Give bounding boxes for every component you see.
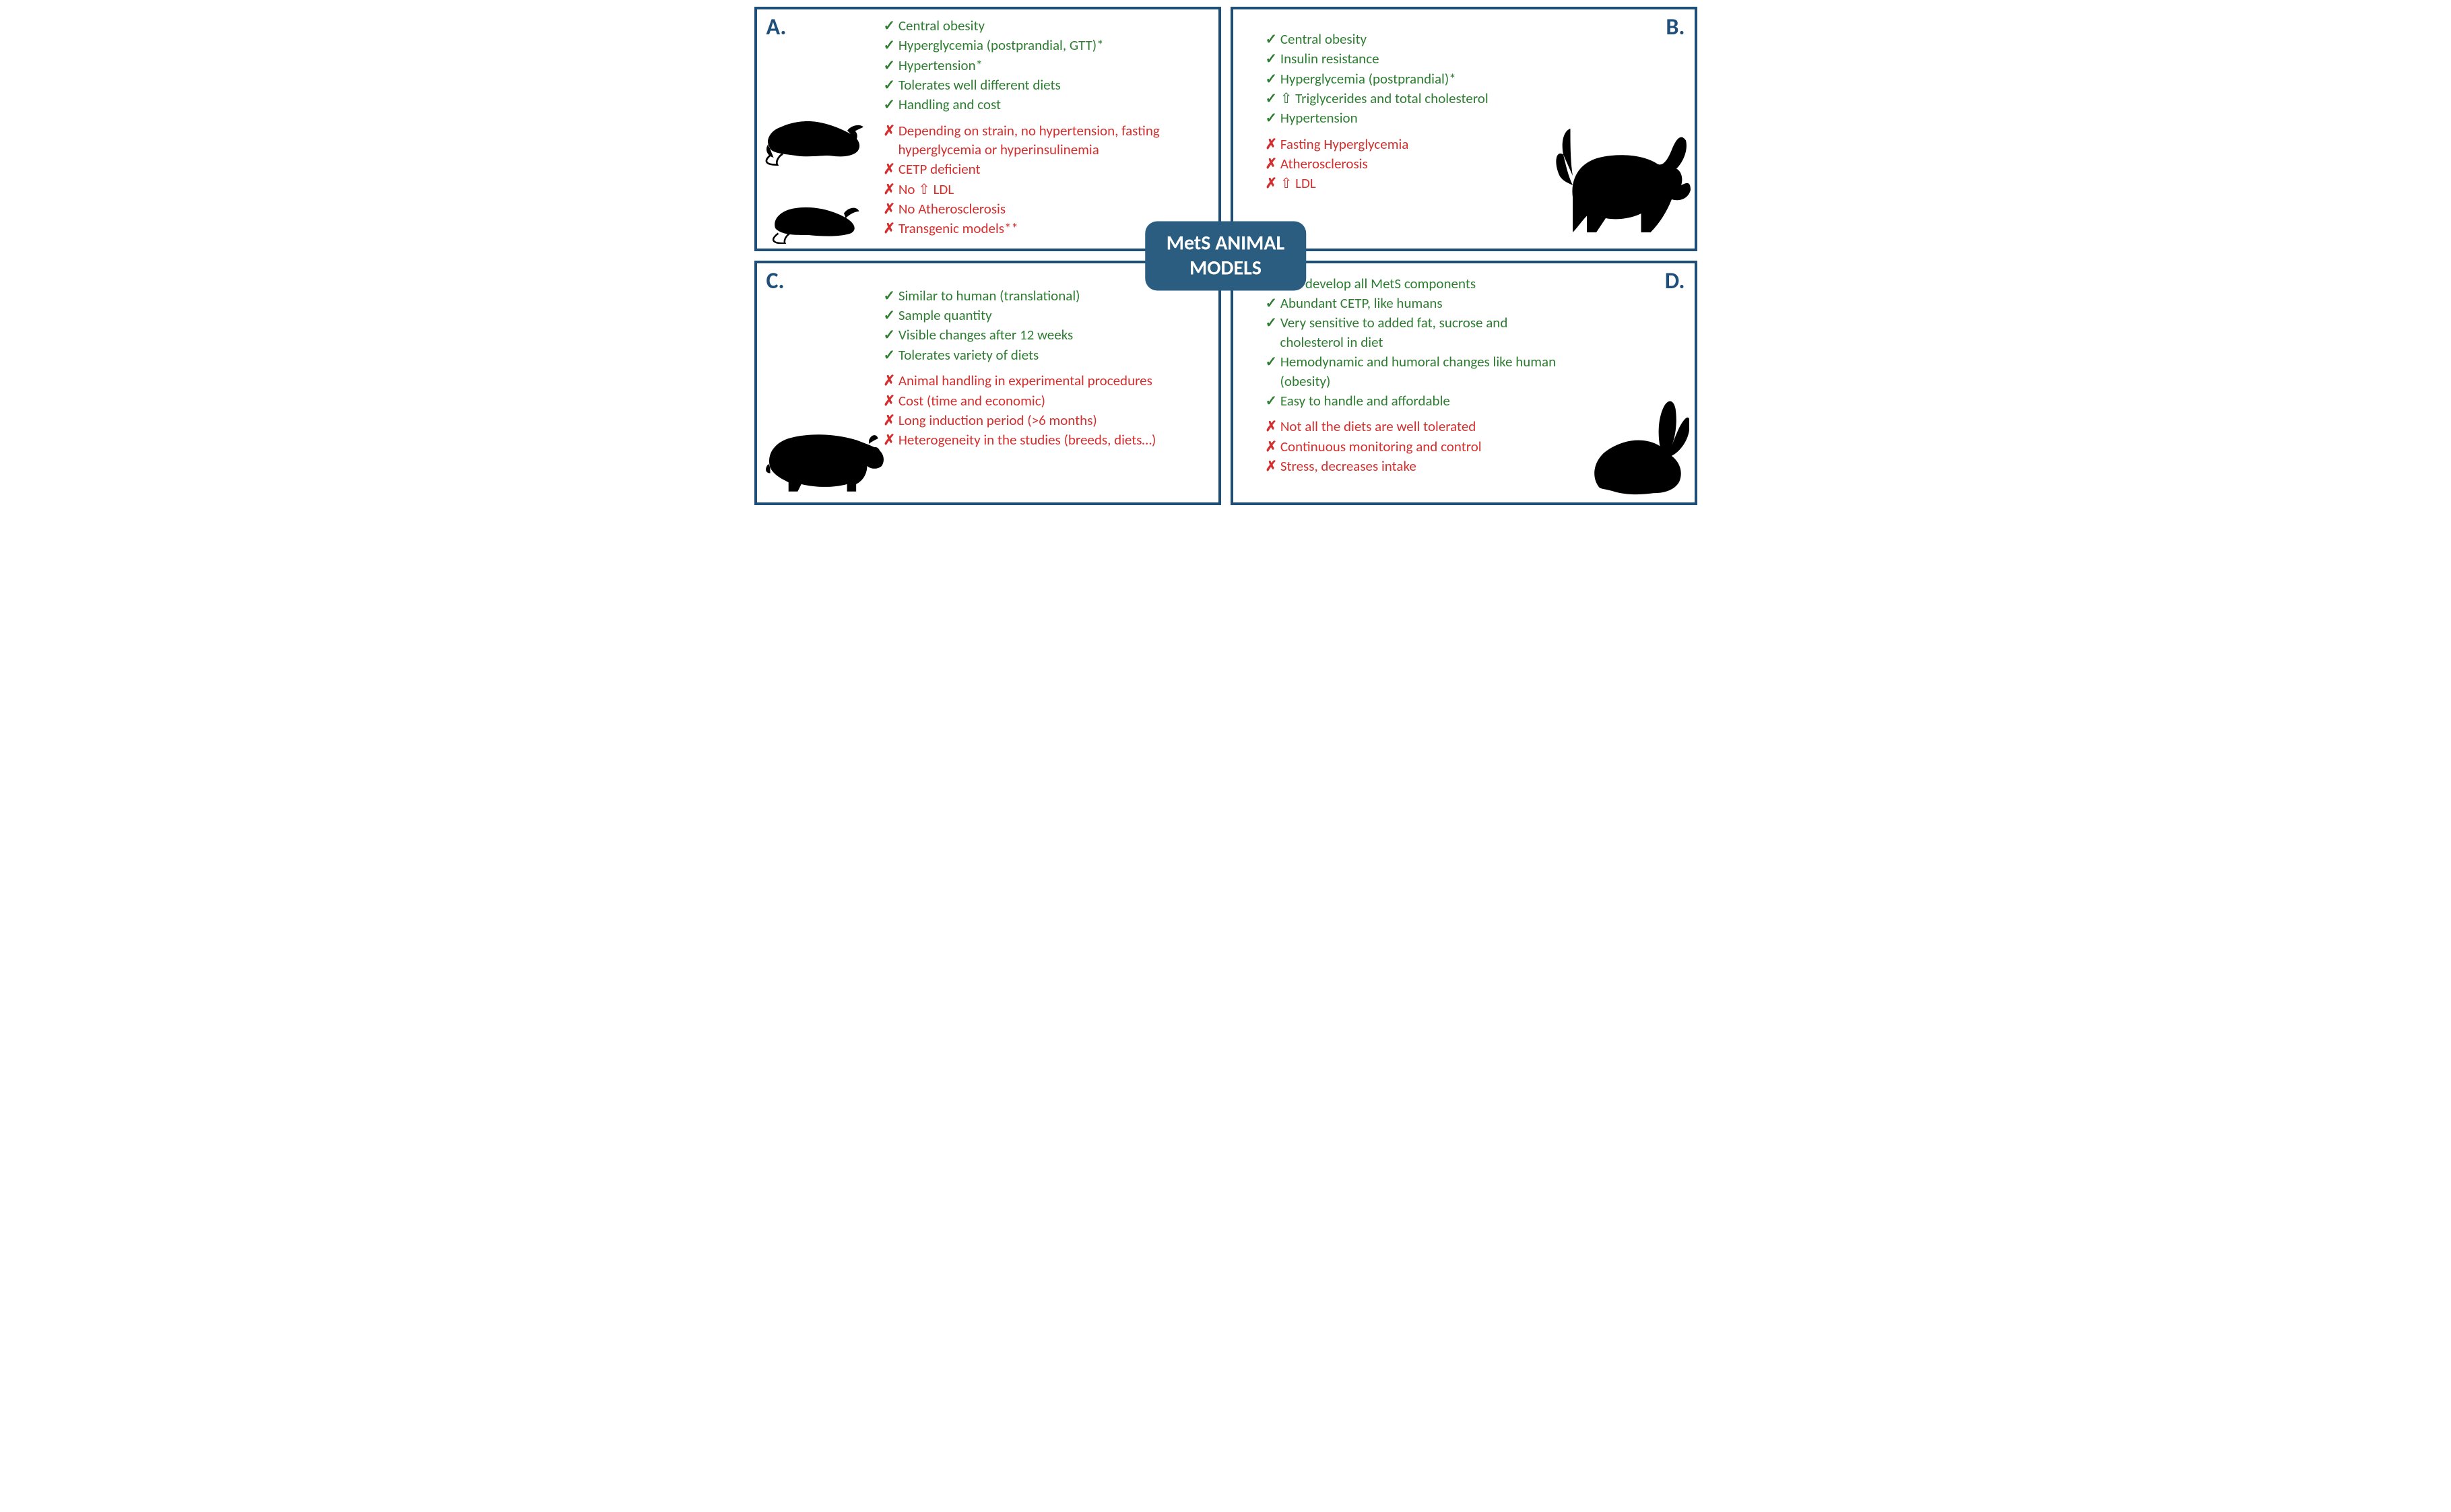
pro-item: Hyperglycemia (postprandial)* bbox=[1266, 69, 1548, 88]
pro-item: Hypertension* bbox=[884, 56, 1206, 75]
pro-item: Abundant CETP, like humans bbox=[1266, 294, 1568, 313]
con-item: Cost (time and economic) bbox=[884, 391, 1206, 410]
con-item: No Atherosclerosis bbox=[884, 199, 1206, 218]
pro-item: ⇧ Triglycerides and total cholesterol bbox=[1266, 89, 1548, 108]
con-item: Depending on strain, no hypertension, fa… bbox=[884, 121, 1206, 160]
panel-a-label: A. bbox=[766, 13, 787, 41]
panel-d-cons: Not all the diets are well tolerated Con… bbox=[1266, 417, 1568, 475]
pro-item: Visible changes after 12 weeks bbox=[884, 325, 1206, 344]
panel-b: B. Central obesity Insulin resistance Hy… bbox=[1231, 7, 1697, 251]
pro-item: Central obesity bbox=[1266, 30, 1548, 48]
pig-icon bbox=[761, 413, 889, 495]
panel-d-pros: Can develop all MetS components Abundant… bbox=[1266, 274, 1568, 410]
mouse-icon bbox=[766, 185, 868, 244]
con-item: No ⇧ LDL bbox=[884, 180, 1206, 199]
panel-d: D. Can develop all MetS components Abund… bbox=[1231, 261, 1697, 505]
pro-item: Can develop all MetS components bbox=[1266, 274, 1568, 293]
pro-item: Very sensitive to added fat, sucrose and… bbox=[1266, 313, 1568, 352]
center-title-badge: MetS ANIMAL MODELS bbox=[1145, 221, 1307, 290]
rat-icon bbox=[761, 104, 869, 166]
con-item: Continuous monitoring and control bbox=[1266, 437, 1568, 456]
pro-item: Sample quantity bbox=[884, 306, 1206, 325]
pro-item: Insulin resistance bbox=[1266, 49, 1548, 68]
panel-c-label: C. bbox=[766, 267, 785, 295]
panel-c-content: Similar to human (translational) Sample … bbox=[884, 286, 1206, 450]
pro-item: Tolerates well different diets bbox=[884, 75, 1206, 94]
panel-c: C. Similar to human (translational) Samp… bbox=[754, 261, 1221, 505]
con-item: Not all the diets are well tolerated bbox=[1266, 417, 1568, 436]
panel-b-label: B. bbox=[1666, 13, 1685, 41]
con-item: CETP deficient bbox=[884, 160, 1206, 178]
con-item: Animal handling in experimental procedur… bbox=[884, 371, 1206, 390]
pro-item: Hemodynamic and humoral changes like hum… bbox=[1266, 352, 1568, 391]
con-item: Heterogeneity in the studies (breeds, di… bbox=[884, 430, 1206, 449]
con-item: ⇧ LDL bbox=[1266, 174, 1548, 193]
pro-item: Hyperglycemia (postprandial, GTT)* bbox=[884, 36, 1206, 55]
pro-item: Tolerates variety of diets bbox=[884, 346, 1206, 364]
pro-item: Central obesity bbox=[884, 16, 1206, 35]
badge-line2: MODELS bbox=[1189, 256, 1262, 281]
panel-grid: A. Central obesity Hyperglycemia (postpr… bbox=[754, 7, 1697, 505]
panel-c-cons: Animal handling in experimental procedur… bbox=[884, 371, 1206, 449]
con-item: Fasting Hyperglycemia bbox=[1266, 135, 1548, 154]
panel-b-cons: Fasting Hyperglycemia Atherosclerosis ⇧ … bbox=[1266, 135, 1548, 193]
rabbit-icon bbox=[1581, 389, 1689, 497]
panel-d-content: Can develop all MetS components Abundant… bbox=[1266, 274, 1568, 475]
panel-a-pros: Central obesity Hyperglycemia (postprand… bbox=[884, 16, 1206, 114]
con-item: Atherosclerosis bbox=[1266, 154, 1548, 173]
con-item: Long induction period (>6 months) bbox=[884, 411, 1206, 430]
pro-item: Easy to handle and affordable bbox=[1266, 391, 1568, 410]
panel-a-content: Central obesity Hyperglycemia (postprand… bbox=[884, 16, 1206, 238]
panel-b-pros: Central obesity Insulin resistance Hyper… bbox=[1266, 30, 1548, 128]
pro-item: Hypertension bbox=[1266, 108, 1548, 127]
dog-icon bbox=[1549, 114, 1691, 244]
panel-c-pros: Similar to human (translational) Sample … bbox=[884, 286, 1206, 364]
badge-line1: MetS ANIMAL bbox=[1167, 230, 1285, 255]
con-item: Stress, decreases intake bbox=[1266, 457, 1568, 475]
pro-item: Handling and cost bbox=[884, 95, 1206, 114]
panel-d-label: D. bbox=[1665, 267, 1685, 295]
panel-a: A. Central obesity Hyperglycemia (postpr… bbox=[754, 7, 1221, 251]
panel-b-content: Central obesity Insulin resistance Hyper… bbox=[1266, 30, 1548, 193]
